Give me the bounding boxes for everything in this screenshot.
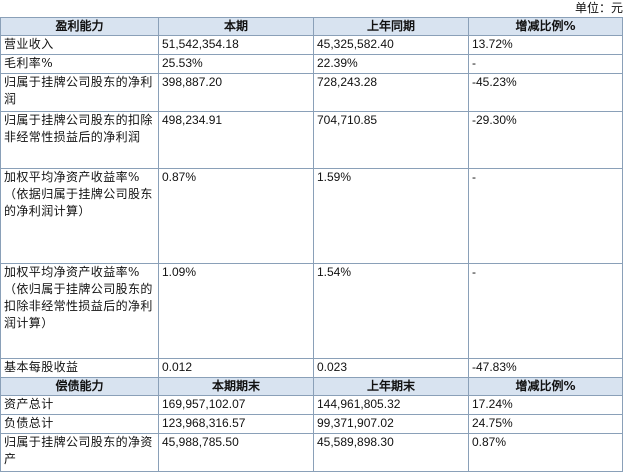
profitability-header-row: 盈利能力 本期 上年同期 增减比例% <box>0 17 623 36</box>
change-value: 24.75% <box>468 414 623 434</box>
row-label: 负债总计 <box>0 414 159 434</box>
unit-label: 单位：元 <box>574 1 623 15</box>
prior-value: 144,961,805.32 <box>313 395 469 415</box>
table-row: 资产总计 169,957,102.07 144,961,805.32 17.24% <box>0 395 623 415</box>
current-value: 398,887.20 <box>158 73 314 112</box>
prior-value: 1.54% <box>313 263 469 359</box>
prior-value: 728,243.28 <box>313 73 469 112</box>
solvency-header-row: 偿债能力 本期期末 上年期末 增减比例% <box>0 377 623 396</box>
current-value: 1.09% <box>158 263 314 359</box>
financial-indicators-table: 盈利能力 本期 上年同期 增减比例% 营业收入 51,542,354.18 45,325,5… <box>0 17 623 472</box>
change-value: -47.83% <box>468 358 623 378</box>
table-row: 归属于挂牌公司股东的净利润 398,887.20 728,243.28 -45.23% <box>0 73 623 112</box>
current-value: 498,234.91 <box>158 111 314 169</box>
row-label: 加权平均净资产收益率%（依据归属于挂牌公司股东的净利润计算） <box>0 168 159 264</box>
prior-value: 1.59% <box>313 168 469 264</box>
solvency-header-cell: 增减比例% <box>468 377 623 396</box>
prior-value: 704,710.85 <box>313 111 469 169</box>
row-label: 毛利率% <box>0 54 159 74</box>
table-row: 负债总计 123,968,316.57 99,371,907.02 24.75% <box>0 414 623 434</box>
row-label: 基本每股收益 <box>0 358 159 378</box>
prior-value: 99,371,907.02 <box>313 414 469 434</box>
current-value: 0.87% <box>158 168 314 264</box>
table-row: 加权平均净资产收益率%（依据归属于挂牌公司股东的净利润计算） 0.87% 1.59%… <box>0 168 623 264</box>
table-row: 营业收入 51,542,354.18 45,325,582.40 13.72% <box>0 35 623 55</box>
change-value: - <box>468 263 623 359</box>
change-value: 13.72% <box>468 35 623 55</box>
row-label: 营业收入 <box>0 35 159 55</box>
change-value: - <box>468 168 623 264</box>
solvency-header-cell: 本期期末 <box>158 377 314 396</box>
row-label: 加权平均净资产收益率%（依归属于挂牌公司股东的扣除非经常性损益后的净利润计算） <box>0 263 159 359</box>
current-value: 169,957,102.07 <box>158 395 314 415</box>
prior-value: 45,589,898.30 <box>313 433 469 472</box>
table-row: 归属于挂牌公司股东的净资产 45,988,785.50 45,589,898.30 0… <box>0 433 623 472</box>
change-value: -45.23% <box>468 73 623 112</box>
current-value: 0.012 <box>158 358 314 378</box>
table-row: 归属于挂牌公司股东的扣除非经常性损益后的净利润 498,234.91 704,710… <box>0 111 623 169</box>
table-row: 基本每股收益 0.012 0.023 -47.83% <box>0 358 623 378</box>
prior-value: 22.39% <box>313 54 469 74</box>
profitability-header-cell: 增减比例% <box>468 17 623 36</box>
solvency-header-cell: 偿债能力 <box>0 377 159 396</box>
change-value: 0.87% <box>468 433 623 472</box>
row-label: 归属于挂牌公司股东的净资产 <box>0 433 159 472</box>
profitability-header-cell: 盈利能力 <box>0 17 159 36</box>
profitability-header-cell: 本期 <box>158 17 314 36</box>
current-value: 123,968,316.57 <box>158 414 314 434</box>
row-label: 归属于挂牌公司股东的净利润 <box>0 73 159 112</box>
prior-value: 0.023 <box>313 358 469 378</box>
change-value: 17.24% <box>468 395 623 415</box>
solvency-header-cell: 上年期末 <box>313 377 469 396</box>
change-value: -29.30% <box>468 111 623 169</box>
profitability-header-cell: 上年同期 <box>313 17 469 36</box>
table-row: 毛利率% 25.53% 22.39% - <box>0 54 623 74</box>
row-label: 归属于挂牌公司股东的扣除非经常性损益后的净利润 <box>0 111 159 169</box>
current-value: 25.53% <box>158 54 314 74</box>
change-value: - <box>468 54 623 74</box>
row-label: 资产总计 <box>0 395 159 415</box>
current-value: 51,542,354.18 <box>158 35 314 55</box>
prior-value: 45,325,582.40 <box>313 35 469 55</box>
table-row: 加权平均净资产收益率%（依归属于挂牌公司股东的扣除非经常性损益后的净利润计算） 1… <box>0 263 623 359</box>
current-value: 45,988,785.50 <box>158 433 314 472</box>
